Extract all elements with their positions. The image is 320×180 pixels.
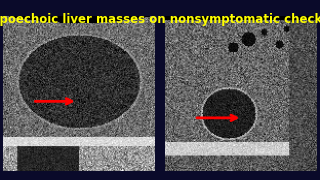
Text: Hypoechoic liver masses on nonsymptomatic checkup: Hypoechoic liver masses on nonsymptomati… bbox=[0, 13, 320, 26]
